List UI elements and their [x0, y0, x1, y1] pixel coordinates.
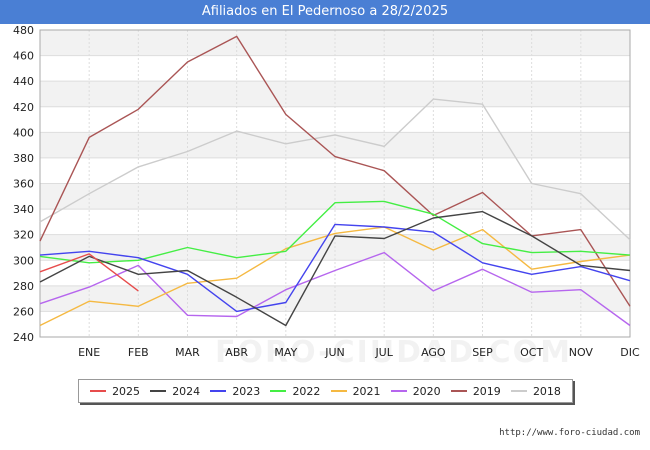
plot-area: [39, 29, 631, 338]
y-tick-label: 300: [13, 254, 34, 267]
legend-label: 2024: [172, 384, 201, 398]
legend-label: 2021: [352, 384, 381, 398]
x-tick-label: ABR: [225, 346, 248, 359]
x-tick-label: JUN: [324, 346, 345, 359]
y-tick-label: 380: [13, 152, 34, 165]
series-line-2025: [39, 253, 139, 292]
series-line-2018: [39, 98, 631, 241]
y-tick-label: 260: [13, 305, 34, 318]
y-tick-label: 360: [13, 178, 34, 191]
series-line-2021: [39, 226, 631, 327]
y-tick-label: 480: [13, 24, 34, 37]
plot-band: [40, 132, 630, 158]
legend-swatch: [210, 390, 227, 392]
series-line-2022: [39, 200, 631, 264]
x-tick-label: FEB: [128, 346, 149, 359]
legend-label: 2020: [412, 384, 441, 398]
y-tick-label: 340: [13, 203, 34, 216]
legend-swatch: [510, 390, 527, 392]
legend-label: 2019: [472, 384, 501, 398]
x-tick-label: JUL: [374, 346, 393, 359]
source-url[interactable]: http://www.foro-ciudad.com: [499, 428, 640, 438]
legend-item-2023: 2023: [210, 385, 260, 398]
x-tick-label: OCT: [520, 346, 543, 359]
legend-swatch: [270, 390, 287, 392]
legend-swatch: [150, 390, 167, 392]
legend-swatch: [90, 390, 107, 392]
x-tick-label: MAR: [175, 346, 200, 359]
y-tick-label: 240: [13, 331, 34, 344]
series-line-2024: [39, 210, 631, 327]
legend-label: 2025: [112, 384, 141, 398]
legend-item-2020: 2020: [390, 384, 441, 398]
legend-label: 2023: [232, 384, 261, 398]
legend-swatch: [330, 390, 347, 392]
chart-legend: 2025 2024 2023 2022 2021 2020 2019 2018: [78, 379, 573, 403]
y-tick-label: 320: [13, 229, 34, 242]
y-tick-label: 280: [13, 280, 34, 293]
legend-swatch: [390, 390, 407, 392]
x-tick-label: NOV: [569, 346, 594, 359]
legend-label: 2022: [292, 384, 321, 398]
x-tick-label: ENE: [78, 346, 100, 359]
legend-item-2019: 2019: [450, 384, 501, 398]
x-tick-label: AGO: [421, 346, 446, 359]
legend-item-2024: 2024: [150, 385, 200, 398]
series-line-2020: [39, 251, 631, 327]
legend-label: 2018: [532, 384, 561, 398]
series-line-2023: [39, 223, 631, 313]
x-tick-label: MAY: [274, 346, 297, 359]
legend-item-2022: 2022: [270, 385, 320, 398]
y-tick-label: 440: [13, 75, 34, 88]
legend-item-2018: 2018: [510, 384, 561, 398]
y-tick-label: 460: [13, 50, 34, 63]
legend-item-2021: 2021: [330, 384, 381, 398]
y-tick-label: 420: [13, 101, 34, 114]
x-tick-label: DIC: [620, 346, 640, 359]
chart-title: Afiliados en El Pedernoso a 28/2/2025: [0, 0, 650, 24]
y-tick-label: 400: [13, 126, 34, 139]
x-tick-label: SEP: [472, 346, 493, 359]
legend-item-2025: 2025: [90, 385, 140, 398]
legend-swatch: [450, 390, 467, 392]
